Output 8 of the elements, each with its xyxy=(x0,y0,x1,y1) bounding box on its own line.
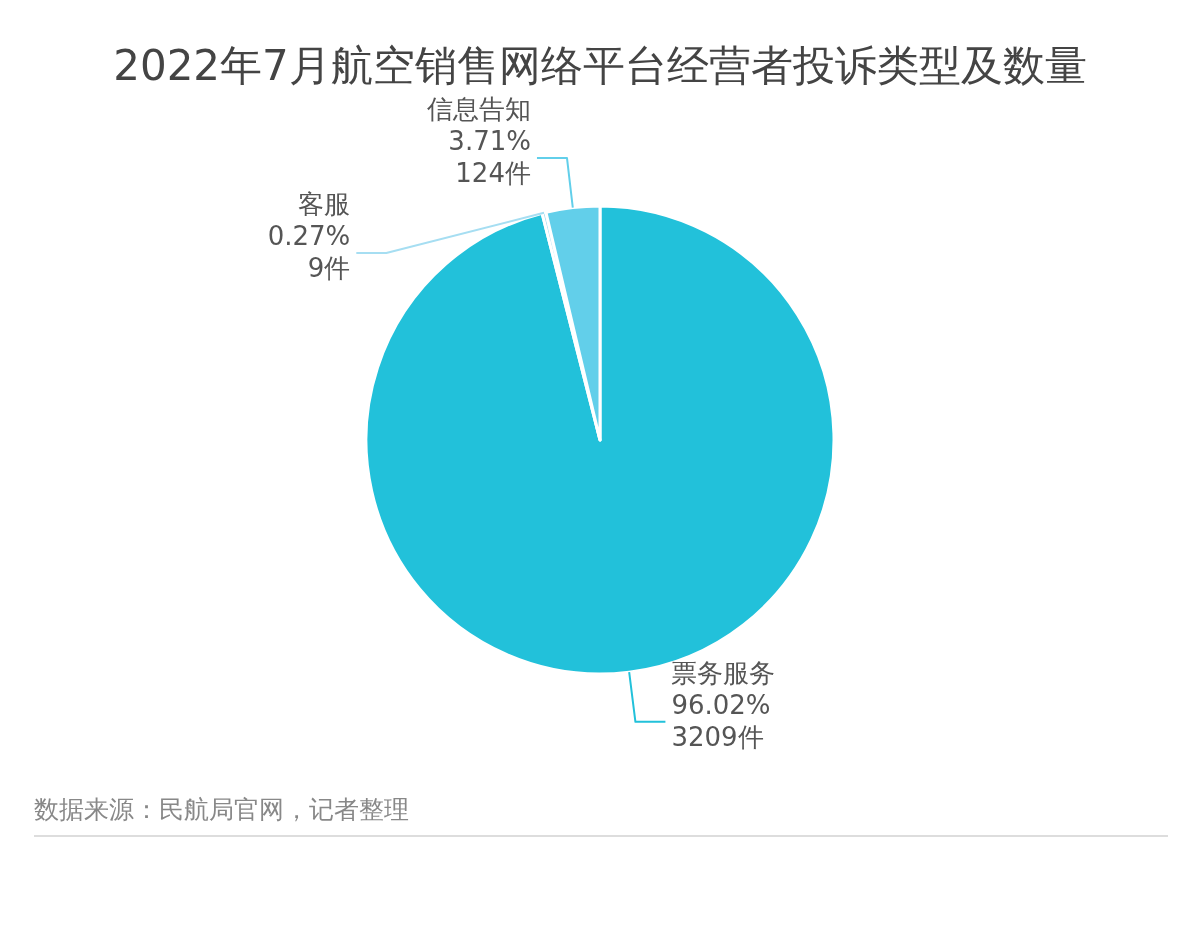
data-label: 96.02% 3209件 xyxy=(671,689,771,752)
data-label: 3.71% 124件 xyxy=(448,125,531,188)
slice-label: 票务服务 xyxy=(671,657,776,688)
source-note: 数据来源：民航局官网，记者整理 xyxy=(34,795,409,824)
slice-label: 信息告知 xyxy=(426,93,531,124)
slice-label: 客服 xyxy=(298,188,351,219)
chart-title: 2022年7月航空销售网络平台经营者投诉类型及数量 xyxy=(113,41,1087,90)
data-label: 0.27% 9件 xyxy=(267,220,351,283)
